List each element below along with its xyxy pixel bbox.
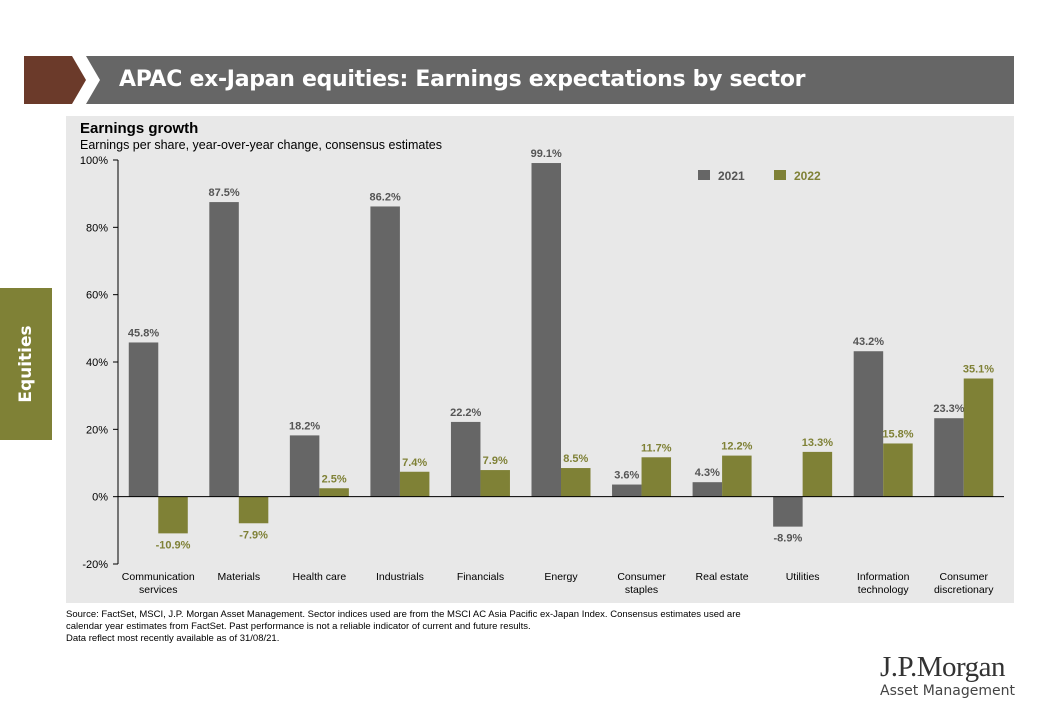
title-bar bbox=[86, 56, 1014, 104]
data-label-2022: -7.9% bbox=[239, 529, 268, 541]
x-tick-label: staples bbox=[625, 584, 658, 596]
x-tick-label: Utilities bbox=[786, 571, 820, 583]
x-tick-label: Health care bbox=[293, 571, 347, 583]
source-note: Source: FactSet, MSCI, J.P. Morgan Asset… bbox=[66, 609, 866, 645]
data-label-2022: 8.5% bbox=[563, 453, 588, 465]
legend-label-2022: 2022 bbox=[794, 169, 821, 183]
y-tick-label: 20% bbox=[86, 424, 108, 436]
bar-2022 bbox=[963, 378, 994, 497]
logo-subtitle: Asset Management bbox=[880, 683, 1015, 699]
bar-2022 bbox=[883, 443, 913, 497]
x-tick-label: Real estate bbox=[696, 571, 749, 583]
bar-2022 bbox=[480, 470, 510, 497]
data-label-2021: 3.6% bbox=[614, 470, 639, 482]
bar-2021 bbox=[934, 418, 964, 497]
x-tick-label: Materials bbox=[218, 571, 261, 583]
x-tick-label: discretionary bbox=[934, 584, 994, 596]
x-tick-label: technology bbox=[858, 584, 910, 596]
y-tick-label: 0% bbox=[92, 492, 108, 504]
bar-2021 bbox=[289, 435, 320, 497]
logo-wordmark: J.P.Morgan bbox=[880, 651, 1006, 683]
y-tick-label: 80% bbox=[86, 222, 108, 234]
data-label-2022: 15.8% bbox=[882, 428, 913, 440]
data-label-2021: 22.2% bbox=[450, 407, 481, 419]
x-tick-label: Energy bbox=[544, 571, 578, 583]
y-tick-label: 100% bbox=[80, 155, 108, 167]
bar-2022 bbox=[319, 488, 349, 497]
x-tick-label: services bbox=[139, 584, 178, 596]
x-tick-label: Communication bbox=[122, 571, 195, 583]
bar-2022 bbox=[238, 496, 269, 524]
bar-2022 bbox=[158, 496, 188, 534]
bar-2021 bbox=[209, 202, 239, 497]
jpmorgan-logo: J.P.Morgan Asset Management bbox=[880, 652, 1020, 700]
y-tick-label: 40% bbox=[86, 357, 108, 369]
data-label-2021: 99.1% bbox=[531, 148, 562, 160]
bar-2021 bbox=[531, 163, 561, 497]
x-tick-label: Consumer bbox=[940, 571, 989, 583]
legend-swatch-2021 bbox=[698, 170, 710, 180]
bar-2021 bbox=[370, 206, 400, 497]
bar-2021 bbox=[853, 351, 884, 497]
data-label-2022: 7.9% bbox=[483, 455, 508, 467]
bar-2022 bbox=[802, 451, 833, 497]
data-label-2022: 11.7% bbox=[641, 442, 672, 454]
x-tick-label: Consumer bbox=[617, 571, 666, 583]
legend-label-2021: 2021 bbox=[718, 169, 745, 183]
bar-2022 bbox=[722, 455, 752, 497]
data-label-2022: 35.1% bbox=[963, 363, 994, 375]
data-label-2021: 86.2% bbox=[370, 191, 401, 203]
bar-2021 bbox=[128, 342, 159, 497]
data-label-2022: 7.4% bbox=[402, 457, 427, 469]
data-label-2022: 13.3% bbox=[802, 437, 833, 449]
bar-2021 bbox=[612, 484, 642, 497]
data-label-2022: -10.9% bbox=[156, 539, 191, 551]
x-tick-label: Industrials bbox=[376, 571, 424, 583]
data-label-2021: 87.5% bbox=[208, 187, 239, 199]
data-label-2022: 2.5% bbox=[322, 473, 347, 485]
bar-2022 bbox=[561, 468, 591, 497]
data-label-2021: -8.9% bbox=[774, 533, 803, 545]
bar-2021 bbox=[692, 482, 723, 497]
data-label-2022: 12.2% bbox=[721, 441, 752, 453]
x-tick-label: Information bbox=[857, 571, 910, 583]
source-line-1: Source: FactSet, MSCI, J.P. Morgan Asset… bbox=[66, 609, 741, 620]
source-line-2: calendar year estimates from FactSet. Pa… bbox=[66, 621, 531, 632]
data-label-2021: 18.2% bbox=[289, 420, 320, 432]
data-label-2021: 43.2% bbox=[853, 336, 884, 348]
bar-2021 bbox=[450, 421, 481, 497]
data-label-2021: 45.8% bbox=[128, 327, 159, 339]
source-line-3: Data reflect most recently available as … bbox=[66, 633, 280, 644]
legend-swatch-2022 bbox=[774, 170, 786, 180]
chart-subtitle: Earnings per share, year-over-year chang… bbox=[80, 138, 442, 152]
bar-2022 bbox=[399, 471, 430, 497]
section-tab-equities: Equities bbox=[0, 288, 52, 440]
data-label-2021: 23.3% bbox=[933, 403, 964, 415]
y-tick-label: 60% bbox=[86, 290, 108, 302]
page-title: APAC ex-Japan equities: Earnings expecta… bbox=[119, 67, 806, 92]
header-chevron bbox=[24, 56, 86, 104]
data-label-2021: 4.3% bbox=[695, 467, 720, 479]
chart-title: Earnings growth bbox=[80, 120, 199, 137]
y-tick-label: -20% bbox=[82, 559, 108, 571]
bar-2022 bbox=[641, 457, 672, 497]
bar-2021 bbox=[773, 496, 803, 527]
x-tick-label: Financials bbox=[457, 571, 504, 583]
